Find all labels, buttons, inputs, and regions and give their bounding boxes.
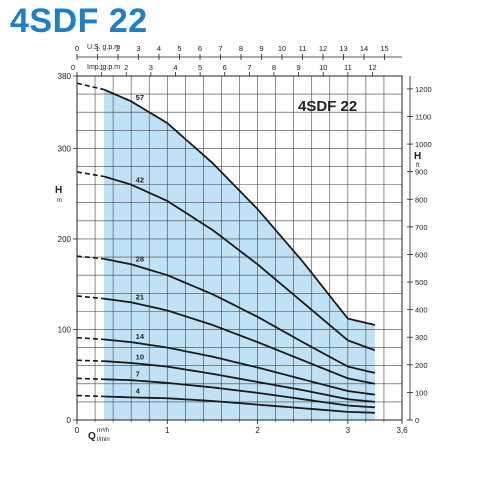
y-axis-right-tick-label: 1000 <box>415 140 432 149</box>
pump-curve-57 <box>103 88 376 326</box>
x-axis-top-us-tick-label: 10 <box>278 44 286 53</box>
x-axis-tick-label: 3 <box>346 426 351 435</box>
x-axis-top-imp-label: Imp. g.p.m <box>87 64 120 71</box>
pump-curve-dashed <box>76 255 105 260</box>
chart-axes <box>73 54 413 424</box>
x-axis-top-us-tick-label: 3 <box>136 44 140 53</box>
x-axis-top-imp-tick-label: 4 <box>173 63 177 72</box>
chart-axis-labels: 4SDF 22 H m H ft Q m³/h l/min U.S. g.p.m… <box>55 44 421 443</box>
x-axis-top-imp-tick-label: 3 <box>149 63 153 72</box>
pump-curve-dashed <box>76 377 105 381</box>
y-axis-left-tick-label: 0 <box>67 416 72 425</box>
pump-curve-7 <box>104 378 375 409</box>
x-axis-top-us-tick-label: 8 <box>239 44 243 53</box>
y-axis-right-tick-label: 0 <box>415 416 419 425</box>
pump-curve-4 <box>104 395 375 414</box>
curve-label: 28 <box>136 255 144 264</box>
curve-label: 10 <box>136 352 144 361</box>
x-axis-top-imp-tick-label: 10 <box>319 63 327 72</box>
chart-grid <box>77 76 402 420</box>
x-axis-unit-m3h: m³/h <box>97 428 109 434</box>
x-axis-top-us-tick-label: 11 <box>299 44 307 53</box>
y-axis-right-unit: ft <box>416 163 420 169</box>
x-axis-top-imp-tick-label: 8 <box>272 63 276 72</box>
pump-curve-dashed <box>76 171 105 178</box>
y-axis-left-unit: m <box>57 198 62 204</box>
x-axis-top-imp-tick-label: 11 <box>344 63 352 72</box>
y-axis-left-symbol: H <box>55 185 62 196</box>
x-axis-top-us-tick-label: 12 <box>319 44 327 53</box>
pump-curve-dashed <box>76 394 105 398</box>
x-axis-top-us-tick-label: 5 <box>177 44 181 53</box>
x-axis-top-imp-tick-label: 0 <box>71 63 75 72</box>
x-axis-top-us-tick-label: 7 <box>218 44 222 53</box>
x-axis-top-us-label: U.S. g.p.m <box>87 44 120 51</box>
curve-label: 7 <box>136 370 140 379</box>
x-axis-top-imp-tick-label: 1 <box>100 63 104 72</box>
page-title: 4SDF 22 <box>10 2 148 40</box>
pump-curve-dashed <box>76 359 105 362</box>
x-axis-top-us-tick-label: 14 <box>360 44 368 53</box>
x-axis-top-us-tick-label: 13 <box>339 44 347 53</box>
y-axis-right-tick-label: 1100 <box>415 112 431 121</box>
x-axis-tick-label: 0 <box>75 426 80 435</box>
inner-title: 4SDF 22 <box>298 98 357 115</box>
y-axis-left-tick-label: 100 <box>58 325 72 334</box>
x-axis-top-us-tick-label: 15 <box>380 44 388 53</box>
x-axis-top-imp-tick-label: 7 <box>247 63 251 72</box>
x-axis-top-us-tick-label: 0 <box>75 44 79 53</box>
curve-label: 14 <box>136 332 145 341</box>
x-axis-top-imp-tick-label: 5 <box>198 63 202 72</box>
pump-curve-10 <box>104 360 376 403</box>
x-axis-top-us-tick-label: 6 <box>198 44 202 53</box>
y-axis-right-tick-label: 1200 <box>415 85 432 94</box>
curve-label: 4 <box>136 386 141 395</box>
x-axis-top-imp-tick-label: 9 <box>297 63 301 72</box>
y-axis-right-tick-label: 200 <box>415 361 428 370</box>
y-axis-right-tick-label: 100 <box>415 388 428 397</box>
curve-label: 57 <box>136 93 144 102</box>
x-axis-tick-label: 1 <box>165 426 170 435</box>
x-axis-unit-lmin: l/min <box>97 437 110 443</box>
x-axis-tick-label: 3,6 <box>396 426 408 435</box>
curve-label: 21 <box>136 292 144 301</box>
y-axis-right-symbol: H <box>414 151 421 162</box>
y-axis-right-tick-label: 700 <box>415 223 428 232</box>
y-axis-right-tick-label: 400 <box>415 306 428 315</box>
pump-curve-dashed <box>76 82 105 91</box>
pump-curve-42 <box>103 175 376 352</box>
x-axis-top-us-tick-label: 9 <box>259 44 263 53</box>
y-axis-left-tick-label: 200 <box>58 235 72 244</box>
x-axis-top-imp-tick-label: 2 <box>124 63 128 72</box>
x-axis-top-imp-tick-label: 12 <box>368 63 376 72</box>
y-axis-left-tick-label: 300 <box>58 144 72 153</box>
pump-curve-dashed <box>76 336 105 341</box>
x-axis-tick-label: 2 <box>255 426 260 435</box>
y-axis-right-tick-label: 800 <box>415 195 428 204</box>
pump-curve-14 <box>103 338 376 396</box>
x-axis-top-us-tick-label: 4 <box>157 44 161 53</box>
y-axis-right-tick-label: 900 <box>415 168 428 177</box>
x-axis-q-symbol: Q <box>88 431 96 442</box>
x-axis-top-us-tick-label: 1 <box>95 44 99 53</box>
curve-label: 42 <box>136 176 144 185</box>
x-axis-top-us-tick-label: 2 <box>116 44 120 53</box>
chart-curves: 57 42 28 21 14 10 7 4 <box>76 82 376 414</box>
y-axis-left-tick-label: 380 <box>58 72 72 81</box>
pump-curve-21 <box>103 297 376 385</box>
x-axis-top-imp-tick-label: 6 <box>223 63 227 72</box>
y-axis-right-tick-label: 600 <box>415 250 428 259</box>
y-axis-right-tick-label: 500 <box>415 278 428 287</box>
pump-curve-28 <box>103 257 376 374</box>
pump-curve-dashed <box>76 295 105 300</box>
y-axis-right-tick-label: 300 <box>415 333 428 342</box>
